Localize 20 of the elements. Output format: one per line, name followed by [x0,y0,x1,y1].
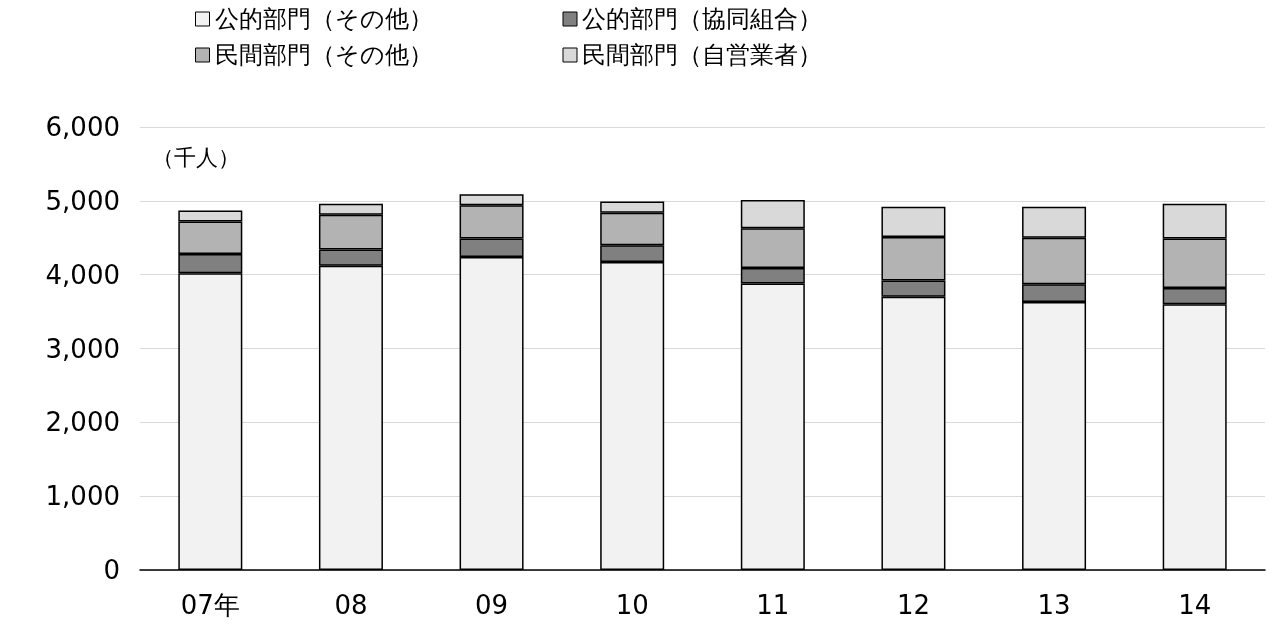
x-tick-label: 07年 [180,590,240,620]
x-tick-label: 08 [334,590,368,620]
x-tick-label: 14 [1178,590,1212,620]
y-tick-label: 0 [103,555,120,585]
y-tick-label: 3,000 [45,333,120,364]
legend-label: 民間部門（その他） [214,41,433,69]
legend-label: 公的部門（その他） [214,5,433,33]
y-tick-label: 5,000 [45,185,120,216]
annotation: （千人） [152,144,240,170]
x-tick-label: 12 [896,590,930,620]
y-tick-label: 1,000 [45,481,120,512]
legend-label: 公的部門（協同組合） [582,5,822,33]
x-tick-label: 10 [615,590,649,620]
y-tick-label: 2,000 [45,407,120,438]
x-tick-label: 11 [756,590,790,620]
x-tick-label: 13 [1037,590,1071,620]
y-tick-label: 6,000 [45,112,120,142]
legend-label: 民間部門（自営業者） [582,41,822,69]
x-tick-label: 09 [475,590,509,620]
y-tick-label: 4,000 [45,259,120,290]
